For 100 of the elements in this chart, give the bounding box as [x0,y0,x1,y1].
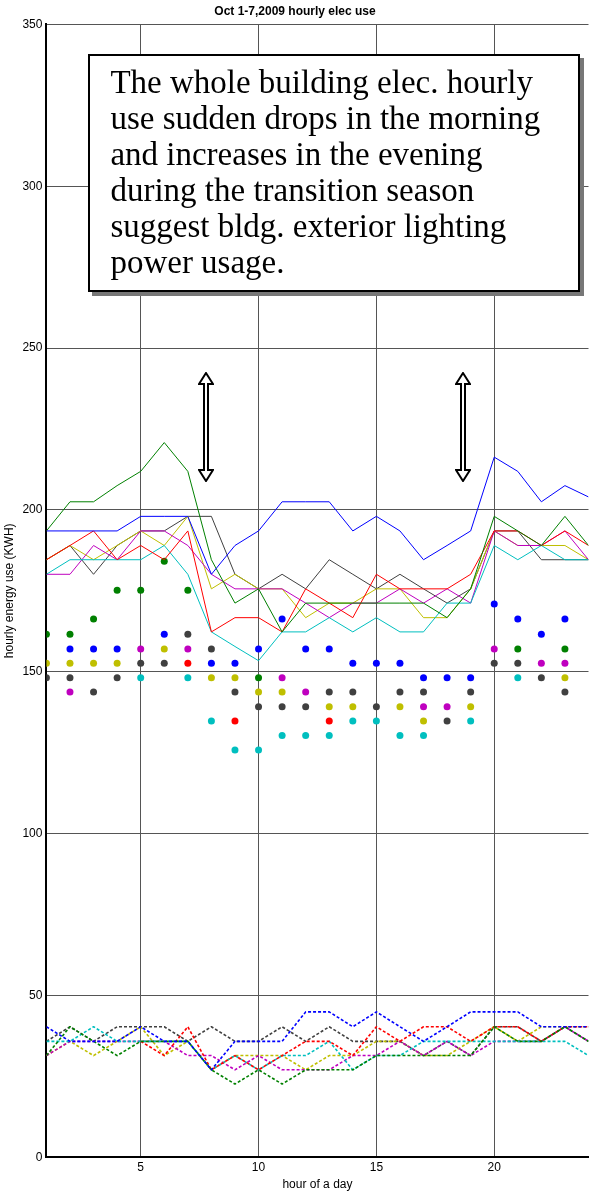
point [278,703,286,711]
point [66,645,74,653]
point [325,731,333,739]
point [514,674,522,682]
point [396,731,404,739]
point [160,630,168,638]
point [420,717,428,725]
point [278,731,286,739]
point [396,659,404,667]
point [467,674,475,682]
point [278,615,286,623]
point [231,746,239,754]
x-tick-label: 20 [487,1159,502,1174]
point [349,659,357,667]
point [160,645,168,653]
y-tick-label: 200 [22,502,43,517]
point [490,659,498,667]
point [113,645,121,653]
point [349,688,357,696]
point [349,703,357,711]
point [467,703,475,711]
point [160,557,168,565]
line-series [46,1011,589,1071]
point [325,688,333,696]
point [90,615,98,623]
point [467,717,475,725]
point [420,731,428,739]
point [137,674,145,682]
point [207,717,215,725]
point [302,703,310,711]
point [184,586,192,594]
point [561,688,569,696]
point [443,717,451,725]
point [231,659,239,667]
point [66,674,74,682]
point [490,645,498,653]
point [514,659,522,667]
point [90,688,98,696]
point [207,674,215,682]
y-tick-label: 50 [29,987,43,1002]
point [302,688,310,696]
point [443,674,451,682]
line-series [139,1025,589,1071]
point [113,586,121,594]
point [113,674,121,682]
chart-title: Oct 1-7,2009 hourly elec use [214,3,377,18]
point [137,586,145,594]
point [184,659,192,667]
point [537,659,545,667]
point [231,717,239,725]
point [137,645,145,653]
point [137,659,145,667]
y-tick-label: 150 [22,664,43,679]
point [537,630,545,638]
point [255,645,263,653]
point [160,659,168,667]
point [325,717,333,725]
point [372,659,380,667]
point [325,703,333,711]
point [420,688,428,696]
point [561,615,569,623]
point [90,659,98,667]
annotation: The whole building elec. hourly use sudden drops in the morning and increases in the evening during the transition season suggest bldg. exterior lighting power usage. [88,54,581,293]
point [396,688,404,696]
point [561,674,569,682]
x-tick-label: 15 [369,1159,384,1174]
y-tick-label: 0 [35,1149,43,1164]
point [184,630,192,638]
point [372,717,380,725]
point [255,688,263,696]
point [514,615,522,623]
point [207,645,215,653]
point [66,659,74,667]
point [420,674,428,682]
point [325,645,333,653]
line-series [46,1025,589,1085]
point [113,659,121,667]
y-tick-label: 300 [22,178,43,193]
point [302,645,310,653]
point [231,688,239,696]
point [349,717,357,725]
point [184,674,192,682]
point [443,703,451,711]
x-tick-label: 5 [137,1159,145,1174]
point [66,688,74,696]
point [66,630,74,638]
point [184,645,192,653]
point [396,703,404,711]
y-tick-label: 350 [22,16,43,31]
point [561,659,569,667]
point [207,659,215,667]
point [90,645,98,653]
point [278,674,286,682]
point [372,703,380,711]
point [514,645,522,653]
point [561,645,569,653]
point [490,600,498,608]
y-tick-label: 250 [22,340,43,355]
point [278,688,286,696]
point [302,731,310,739]
